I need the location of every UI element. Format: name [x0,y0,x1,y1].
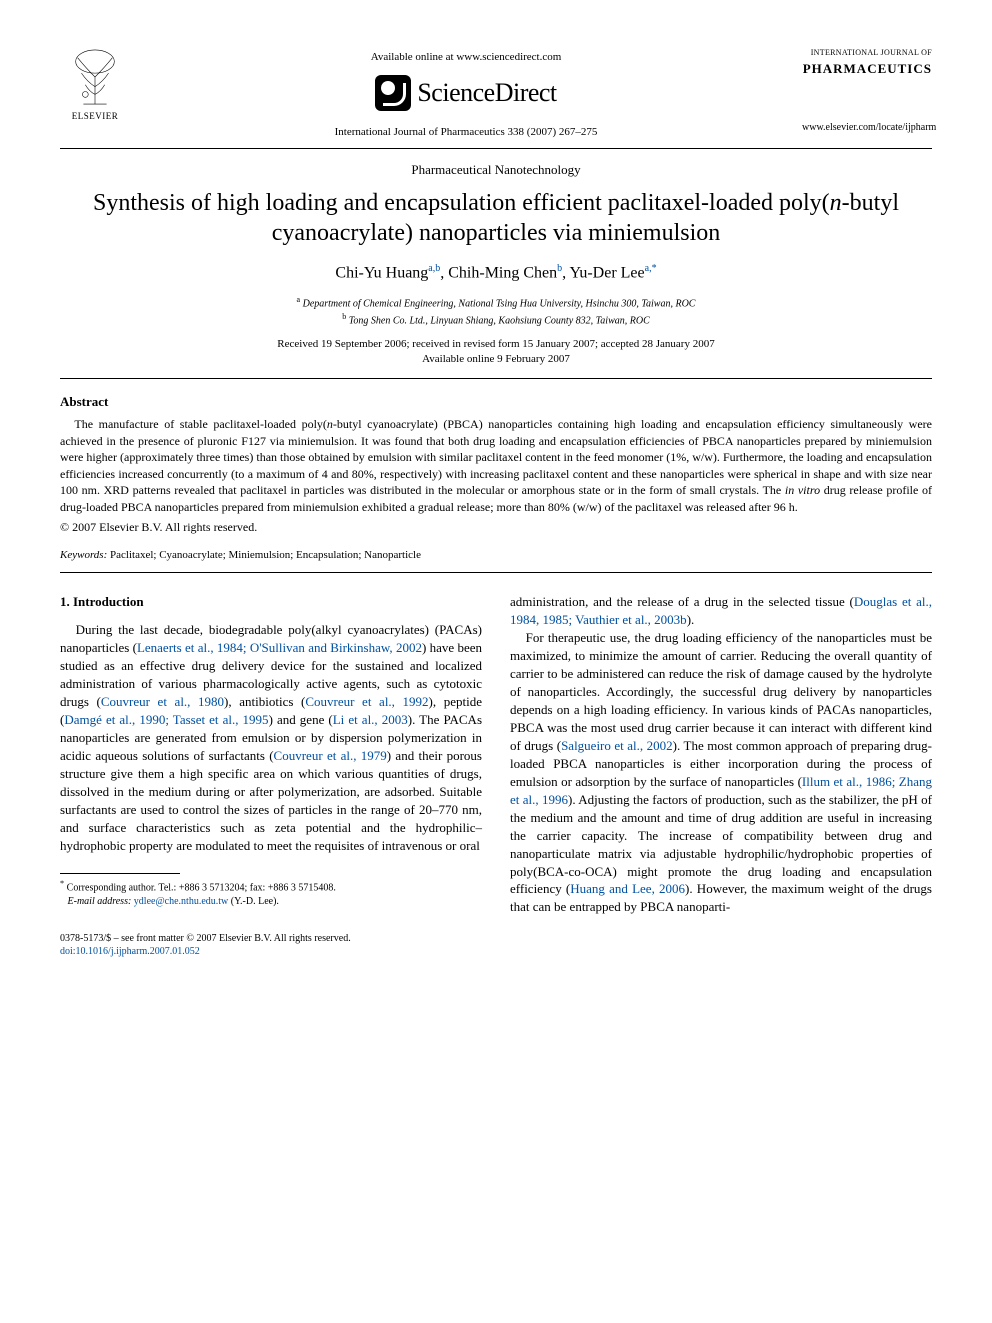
keywords-text: Paclitaxel; Cyanoacrylate; Miniemulsion;… [107,549,421,561]
center-header: Available online at www.sciencedirect.co… [130,48,802,140]
dates-received: Received 19 September 2006; received in … [60,337,932,352]
affiliations: a Department of Chemical Engineering, Na… [60,294,932,329]
abstract-heading: Abstract [60,393,932,411]
abstract-bottom-rule [60,572,932,573]
ijp-title: PHARMACEUTICS [802,60,932,78]
journal-logo: INTERNATIONAL JOURNAL OF PHARMACEUTICS w… [802,48,932,135]
ref-link[interactable]: Damgé et al., 1990; Tasset et al., 1995 [64,712,268,727]
body-columns: 1. Introduction During the last decade, … [60,593,932,916]
header-row: ELSEVIER Available online at www.science… [60,48,932,140]
author-3: , Yu-Der Lee [562,265,644,282]
ref-link[interactable]: Huang and Lee, 2006 [570,881,685,896]
ref-link[interactable]: Lenaerts et al., 1984; O'Sullivan and Bi… [137,640,422,655]
author-1-affil: a,b [428,263,440,274]
ref-link[interactable]: Salgueiro et al., 2002 [561,738,673,753]
elsevier-tree-icon [66,48,124,106]
journal-url: www.elsevier.com/locate/ijpharm [802,121,932,135]
corresponding-footnote: * Corresponding author. Tel.: +886 3 571… [60,878,482,909]
intro-para-1-cont: administration, and the release of a dru… [510,593,932,629]
ref-link[interactable]: Couvreur et al., 1992 [305,694,428,709]
sciencedirect-text: ScienceDirect [417,75,556,110]
title-ital: n [830,190,842,216]
sciencedirect-logo: ScienceDirect [130,75,802,111]
sciencedirect-icon [375,75,411,111]
author-2: , Chih-Ming Chen [440,265,557,282]
footer-issn: 0378-5173/$ – see front matter © 2007 El… [60,932,932,945]
footnote-rule [60,873,180,874]
affil-a: a Department of Chemical Engineering, Na… [60,294,932,311]
doi-link[interactable]: doi:10.1016/j.ijpharm.2007.01.052 [60,946,200,957]
available-online-text: Available online at www.sciencedirect.co… [130,50,802,65]
abstract-copyright: © 2007 Elsevier B.V. All rights reserved… [60,519,932,535]
corresponding-star: * [652,263,657,274]
ref-link[interactable]: Couvreur et al., 1979 [274,748,387,763]
keywords: Keywords: Paclitaxel; Cyanoacrylate; Min… [60,548,932,563]
keywords-label: Keywords: [60,549,107,561]
elsevier-logo: ELSEVIER [60,48,130,122]
footnote-line-1: * Corresponding author. Tel.: +886 3 571… [60,878,482,895]
elsevier-label: ELSEVIER [60,110,130,122]
email-link[interactable]: ydlee@che.nthu.edu.tw [131,896,228,907]
intro-para-2: For therapeutic use, the drug loading ef… [510,629,932,916]
author-1: Chi-Yu Huang [335,265,428,282]
section-1-heading: 1. Introduction [60,593,482,611]
header-rule [60,148,932,149]
author-3-affil: a, [645,263,652,274]
ijp-supertitle: INTERNATIONAL JOURNAL OF [802,48,932,58]
affil-b: b Tong Shen Co. Ltd., Linyuan Shiang, Ka… [60,311,932,328]
ref-link[interactable]: Couvreur et al., 1980 [101,694,224,709]
authors: Chi-Yu Huanga,b, Chih-Ming Chenb, Yu-Der… [60,262,932,284]
footer: 0378-5173/$ – see front matter © 2007 El… [60,932,932,958]
ref-link[interactable]: Li et al., 2003 [333,712,408,727]
abstract-body: The manufacture of stable paclitaxel-loa… [60,416,932,515]
dates-online: Available online 9 February 2007 [60,352,932,367]
column-right: administration, and the release of a dru… [510,593,932,916]
article-dates: Received 19 September 2006; received in … [60,337,932,368]
footnote-line-2: E-mail address: ydlee@che.nthu.edu.tw (Y… [60,895,482,909]
title-pre: Synthesis of high loading and encapsulat… [93,190,830,216]
section-label: Pharmaceutical Nanotechnology [60,161,932,179]
column-left: 1. Introduction During the last decade, … [60,593,482,916]
footer-doi: doi:10.1016/j.ijpharm.2007.01.052 [60,945,932,958]
intro-para-1: During the last decade, biodegradable po… [60,621,482,854]
article-title: Synthesis of high loading and encapsulat… [80,188,912,248]
journal-reference: International Journal of Pharmaceutics 3… [130,125,802,140]
abstract-top-rule [60,378,932,379]
